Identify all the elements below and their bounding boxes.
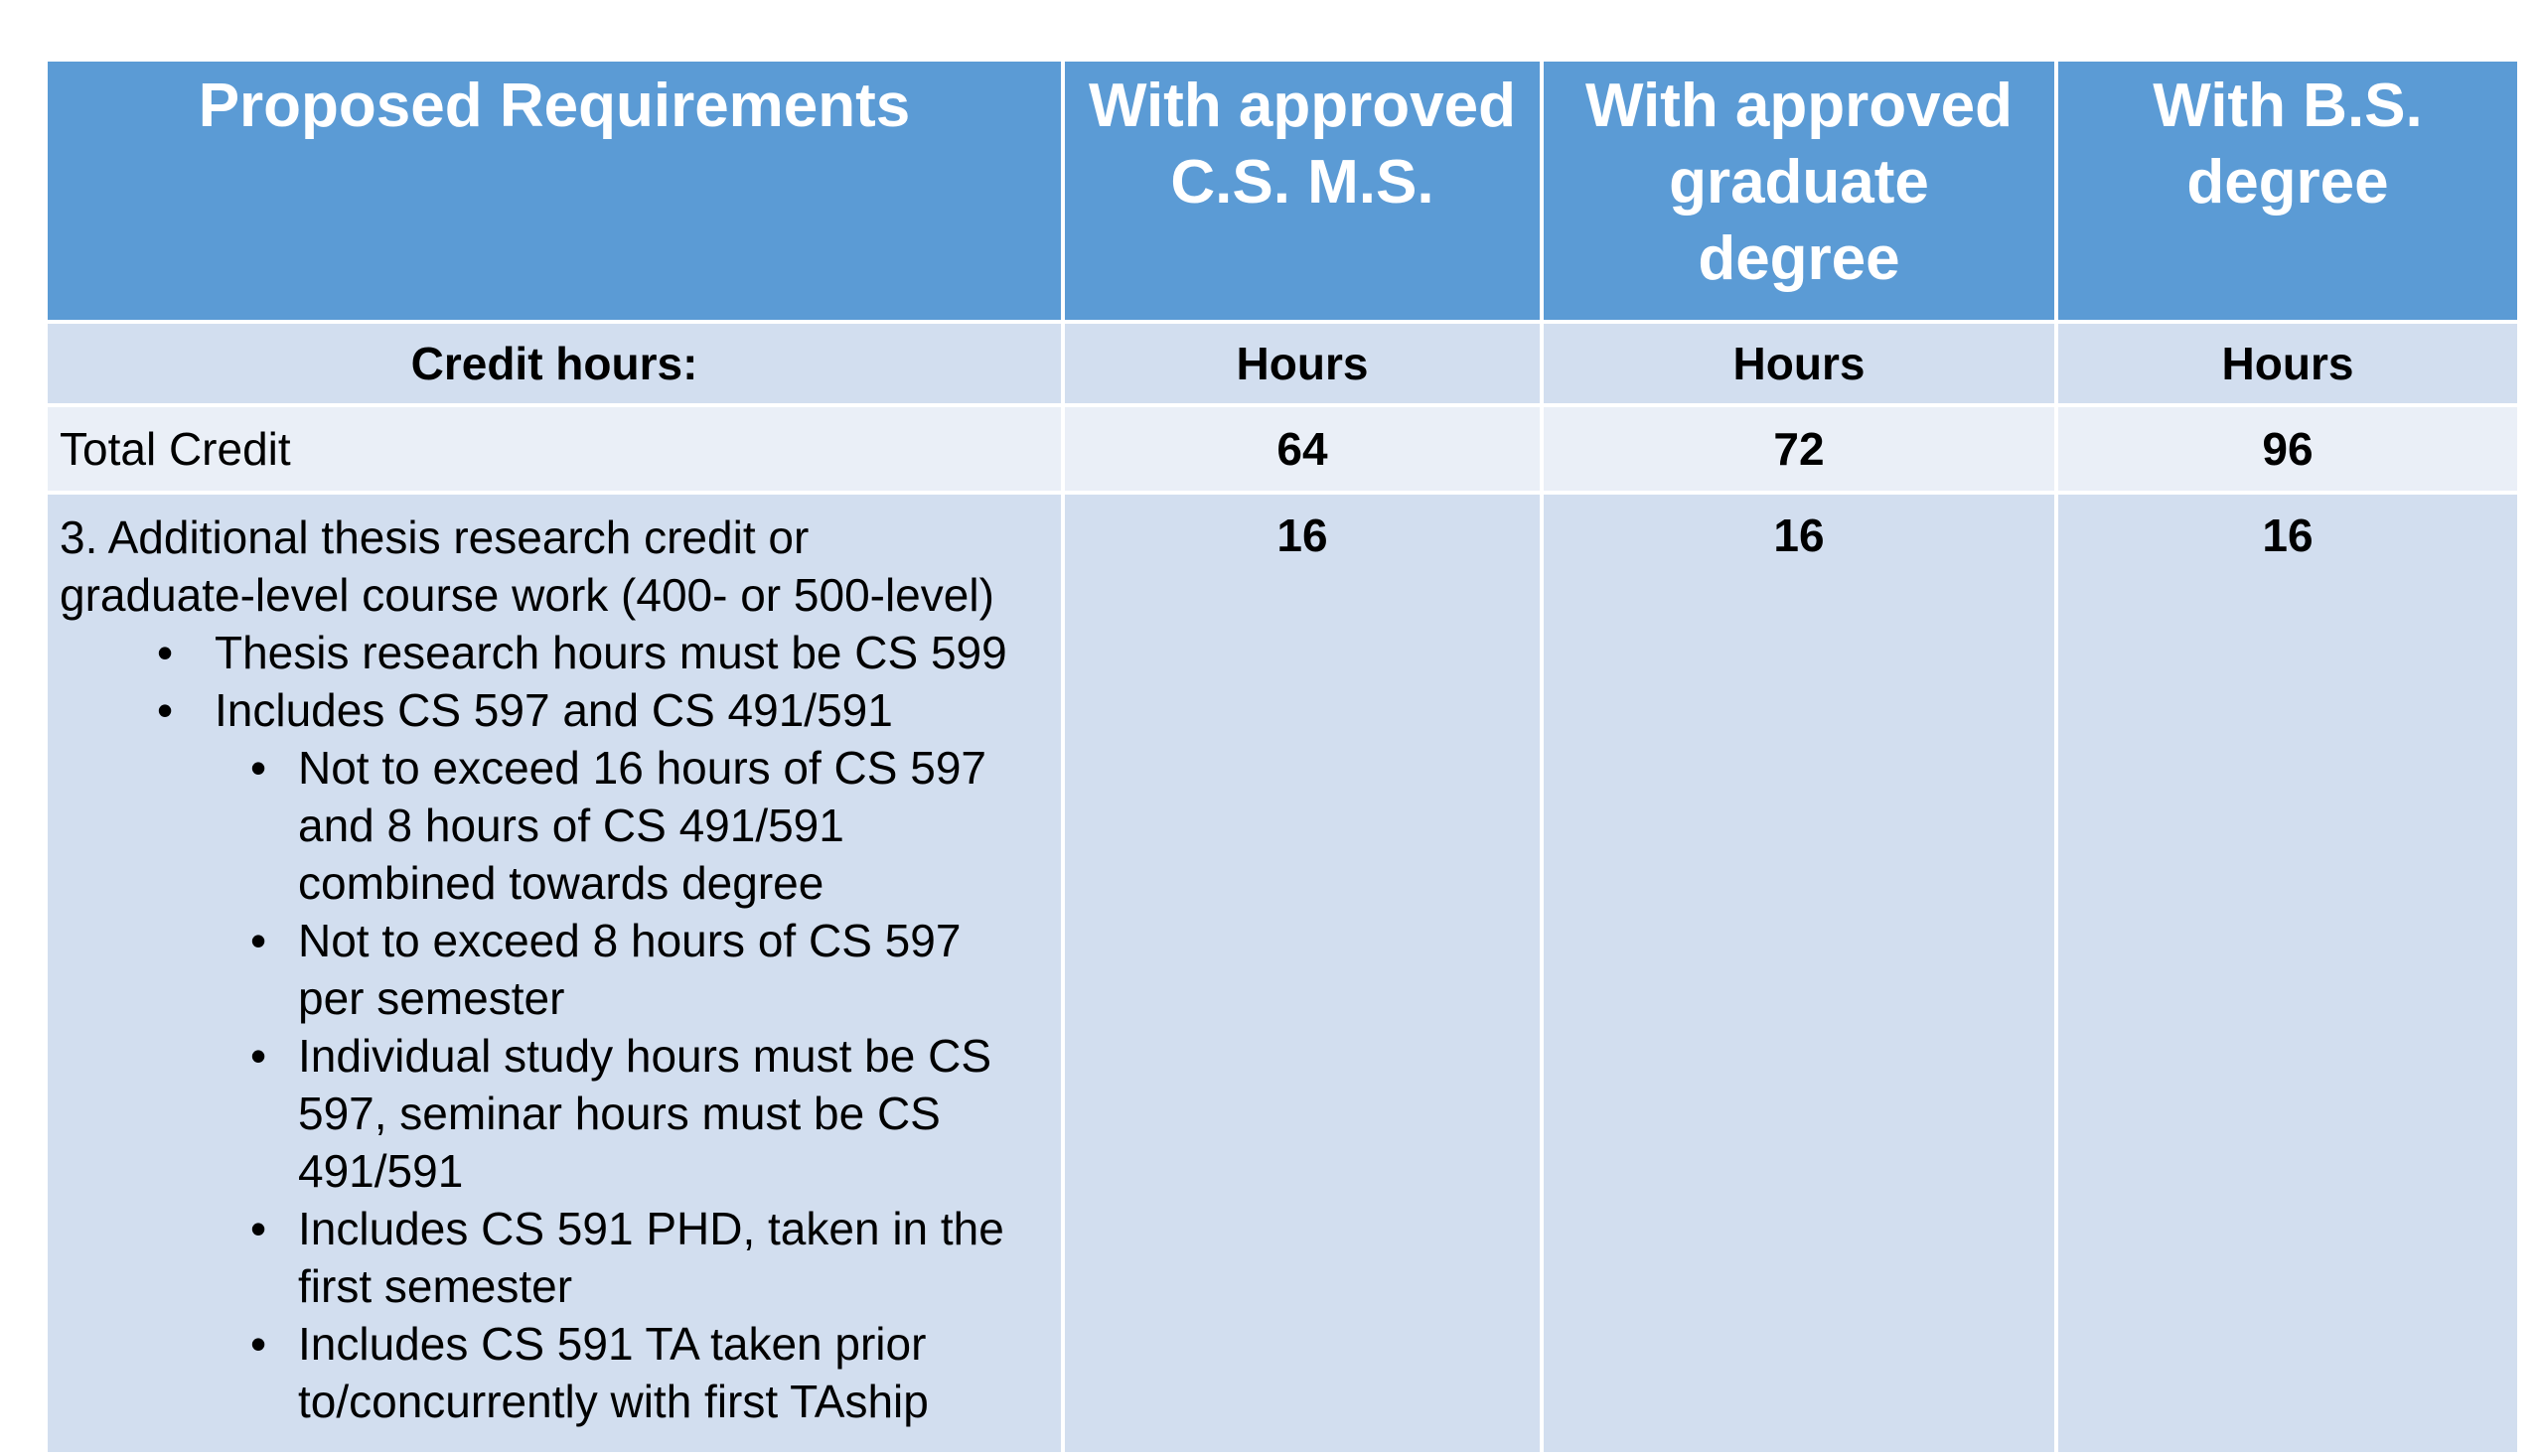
requirement-description: 3. Additional thesis research credit or … — [44, 491, 1065, 1456]
requirement-title-line1: 3. Additional thesis research credit or — [60, 511, 810, 563]
subheader-credit-hours: Credit hours: — [44, 320, 1065, 407]
list-item: • Not to exceed 8 hours of CS 597 per se… — [250, 912, 1061, 1027]
list-item: • Includes CS 591 TA taken prior to/conc… — [250, 1315, 1061, 1430]
bullet-icon: • — [250, 1030, 267, 1082]
sub-bullet-text: Includes CS 591 PHD, taken in the first … — [298, 1203, 1004, 1312]
bullet-text: Includes CS 597 and CS 491/591 — [215, 684, 893, 736]
header-with-graduate-degree: With approved graduate degree — [1540, 58, 2058, 324]
header-with-cs-ms: With approved C.S. M.S. — [1061, 58, 1544, 324]
requirement-title-line2: graduate-level course work (400- or 500-… — [60, 569, 994, 621]
sub-bullet-list: • Not to exceed 16 hours of CS 597 and 8… — [60, 739, 1061, 1430]
header-col3-line2: graduate — [1669, 148, 1929, 217]
total-credit-value: 96 — [2054, 403, 2521, 495]
header-col3-line3: degree — [1698, 224, 1900, 293]
subheader-hours: Hours — [2054, 320, 2521, 407]
list-item: • Thesis research hours must be CS 599 — [157, 624, 1061, 681]
requirement-value: 16 — [1061, 491, 1544, 1456]
sub-bullet-text: Not to exceed 16 hours of CS 597 and 8 h… — [298, 742, 986, 909]
requirement-value: 16 — [2054, 491, 2521, 1456]
sub-bullet-text: Individual study hours must be CS 597, s… — [298, 1030, 992, 1197]
header-row: Proposed Requirements With approved C.S.… — [44, 58, 2521, 324]
header-col3-line1: With approved — [1584, 72, 2013, 140]
bullet-icon: • — [250, 742, 267, 794]
bullet-icon: • — [250, 915, 267, 966]
bullet-icon: • — [157, 684, 174, 736]
bullet-icon: • — [250, 1318, 267, 1370]
bullet-icon: • — [157, 627, 174, 678]
bullet-list: • Thesis research hours must be CS 599 •… — [60, 624, 1061, 739]
list-item: • Individual study hours must be CS 597,… — [250, 1027, 1061, 1200]
list-item: • Includes CS 597 and CS 491/591 — [157, 681, 1061, 739]
total-credit-value: 72 — [1540, 403, 2058, 495]
subheader-hours: Hours — [1540, 320, 2058, 407]
header-proposed-requirements: Proposed Requirements — [44, 58, 1065, 324]
subheader-row: Credit hours: Hours Hours Hours — [44, 320, 2521, 407]
total-credit-value: 64 — [1061, 403, 1544, 495]
bullet-text: Thesis research hours must be CS 599 — [215, 627, 1007, 678]
header-col1-text: Proposed Requirements — [198, 72, 911, 140]
requirement-value: 16 — [1540, 491, 2058, 1456]
list-item: • Not to exceed 16 hours of CS 597 and 8… — [250, 739, 1061, 912]
header-with-bs-degree: With B.S. degree — [2054, 58, 2521, 324]
sub-bullet-text: Includes CS 591 TA taken prior to/concur… — [298, 1318, 929, 1427]
subheader-hours: Hours — [1061, 320, 1544, 407]
total-credit-label: Total Credit — [44, 403, 1065, 495]
header-col2-line2: C.S. M.S. — [1170, 148, 1434, 217]
list-item: • Includes CS 591 PHD, taken in the firs… — [250, 1200, 1061, 1315]
header-col4-line2: degree — [2186, 148, 2389, 217]
header-col2-line1: With approved — [1088, 72, 1516, 140]
header-col4-line1: With B.S. — [2153, 72, 2423, 140]
requirement-row: 3. Additional thesis research credit or … — [44, 491, 2521, 1456]
bullet-icon: • — [250, 1203, 267, 1254]
requirements-table: Proposed Requirements With approved C.S.… — [44, 58, 2521, 1456]
total-credit-row: Total Credit 64 72 96 — [44, 403, 2521, 495]
sub-bullet-text: Not to exceed 8 hours of CS 597 per seme… — [298, 915, 962, 1024]
